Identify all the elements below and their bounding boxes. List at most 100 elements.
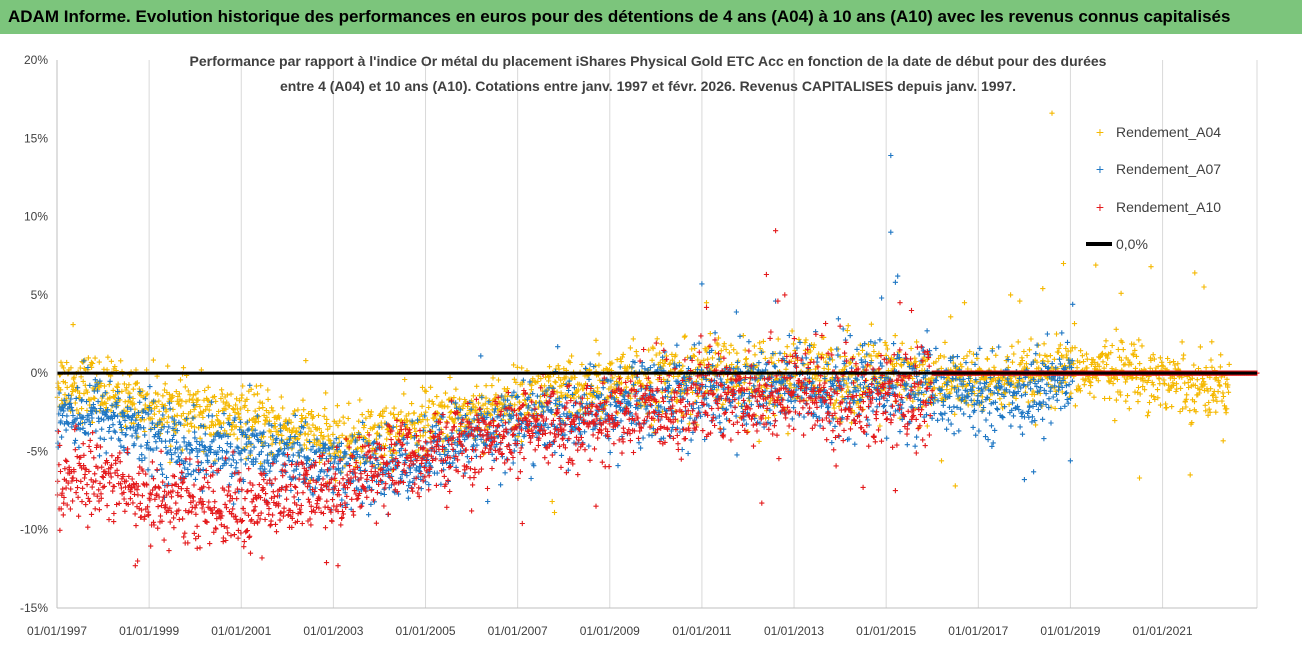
point-a04 (875, 353, 881, 359)
point-a04 (740, 333, 746, 339)
point-a04 (318, 432, 324, 439)
point-a04 (234, 436, 240, 442)
point-a04 (259, 400, 265, 406)
point-a04 (1013, 395, 1019, 402)
point-a04 (355, 445, 361, 452)
point-a04 (964, 353, 970, 359)
point-a04 (78, 374, 84, 380)
point-a04 (371, 424, 377, 430)
point-a04 (979, 394, 985, 400)
point-a04 (300, 397, 306, 403)
point-a04 (130, 395, 136, 402)
point-a04 (140, 388, 146, 394)
point-a04 (807, 348, 814, 354)
point-a04 (1133, 353, 1140, 359)
point-a04 (336, 435, 342, 441)
point-a04 (560, 381, 567, 387)
point-a04 (64, 359, 70, 366)
point-a04 (390, 411, 397, 417)
banner-title: ADAM Informe. Evolution historique des p… (0, 0, 1302, 34)
point-a04 (1019, 358, 1025, 364)
point-a04 (79, 406, 85, 412)
point-a04 (424, 417, 430, 423)
point-a04 (608, 384, 614, 390)
point-a04 (156, 408, 162, 414)
point-a04 (1103, 338, 1109, 344)
point-a04 (756, 438, 762, 444)
point-a04 (445, 404, 451, 410)
point-a04 (446, 414, 452, 420)
point-a04 (1031, 392, 1037, 398)
point-a04 (1157, 381, 1163, 387)
point-a04 (1071, 321, 1078, 327)
point-a04 (419, 403, 425, 409)
point-a04 (133, 367, 139, 373)
point-a04 (232, 409, 238, 416)
point-a04 (855, 400, 861, 406)
point-a04 (821, 365, 827, 371)
point-a04 (383, 443, 389, 449)
point-a04 (1173, 381, 1180, 387)
point-a04 (134, 380, 140, 386)
point-a04 (563, 374, 569, 380)
point-a04 (937, 353, 944, 359)
point-a04 (181, 422, 187, 428)
point-a04 (891, 363, 898, 369)
point-a04 (619, 354, 625, 360)
point-a04 (412, 420, 418, 426)
point-a04 (579, 361, 585, 368)
point-a04 (1087, 390, 1093, 396)
point-a04 (475, 400, 482, 406)
point-a04 (1072, 345, 1078, 351)
point-a04 (402, 376, 408, 383)
point-a04 (251, 392, 257, 398)
point-a04 (182, 384, 188, 390)
point-a04 (265, 387, 271, 393)
point-a04 (1150, 352, 1156, 358)
point-a04 (323, 390, 329, 396)
point-a04 (578, 382, 584, 388)
point-a04 (88, 396, 94, 402)
point-a04 (204, 403, 210, 409)
point-a04 (272, 420, 278, 427)
point-a04 (495, 377, 502, 383)
point-a04 (614, 357, 620, 363)
point-a04 (1113, 397, 1119, 403)
point-a04 (630, 336, 636, 342)
point-a04 (1052, 405, 1058, 412)
point-a04 (1126, 362, 1132, 368)
point-a04 (351, 425, 357, 431)
point-a04 (388, 410, 394, 416)
point-a04 (1140, 383, 1146, 390)
point-a04 (647, 379, 653, 385)
point-a04 (490, 375, 496, 381)
point-a04 (245, 407, 251, 414)
point-a04 (242, 403, 248, 409)
point-a04 (848, 420, 855, 426)
point-a04 (1079, 353, 1085, 359)
point-a04 (180, 410, 186, 417)
point-a04 (327, 438, 333, 444)
point-a04 (1128, 361, 1134, 367)
point-a04 (178, 403, 184, 409)
point-a04 (197, 435, 203, 441)
point-a04 (493, 392, 499, 398)
point-a04 (188, 420, 194, 426)
point-a04 (802, 340, 808, 346)
point-a04 (85, 355, 91, 361)
point-a04 (735, 400, 742, 406)
point-a04 (910, 398, 916, 404)
point-a04 (276, 415, 282, 421)
point-a04 (420, 417, 426, 423)
point-a04 (1023, 361, 1029, 367)
point-a04 (221, 420, 227, 426)
point-a04 (552, 379, 558, 385)
point-a04 (339, 432, 345, 438)
point-a04 (409, 401, 415, 407)
point-a04 (514, 364, 520, 370)
point-a04 (322, 406, 328, 412)
point-a04 (202, 387, 208, 394)
point-a04 (170, 406, 176, 412)
point-a04 (428, 384, 434, 390)
point-a04 (1009, 359, 1016, 365)
